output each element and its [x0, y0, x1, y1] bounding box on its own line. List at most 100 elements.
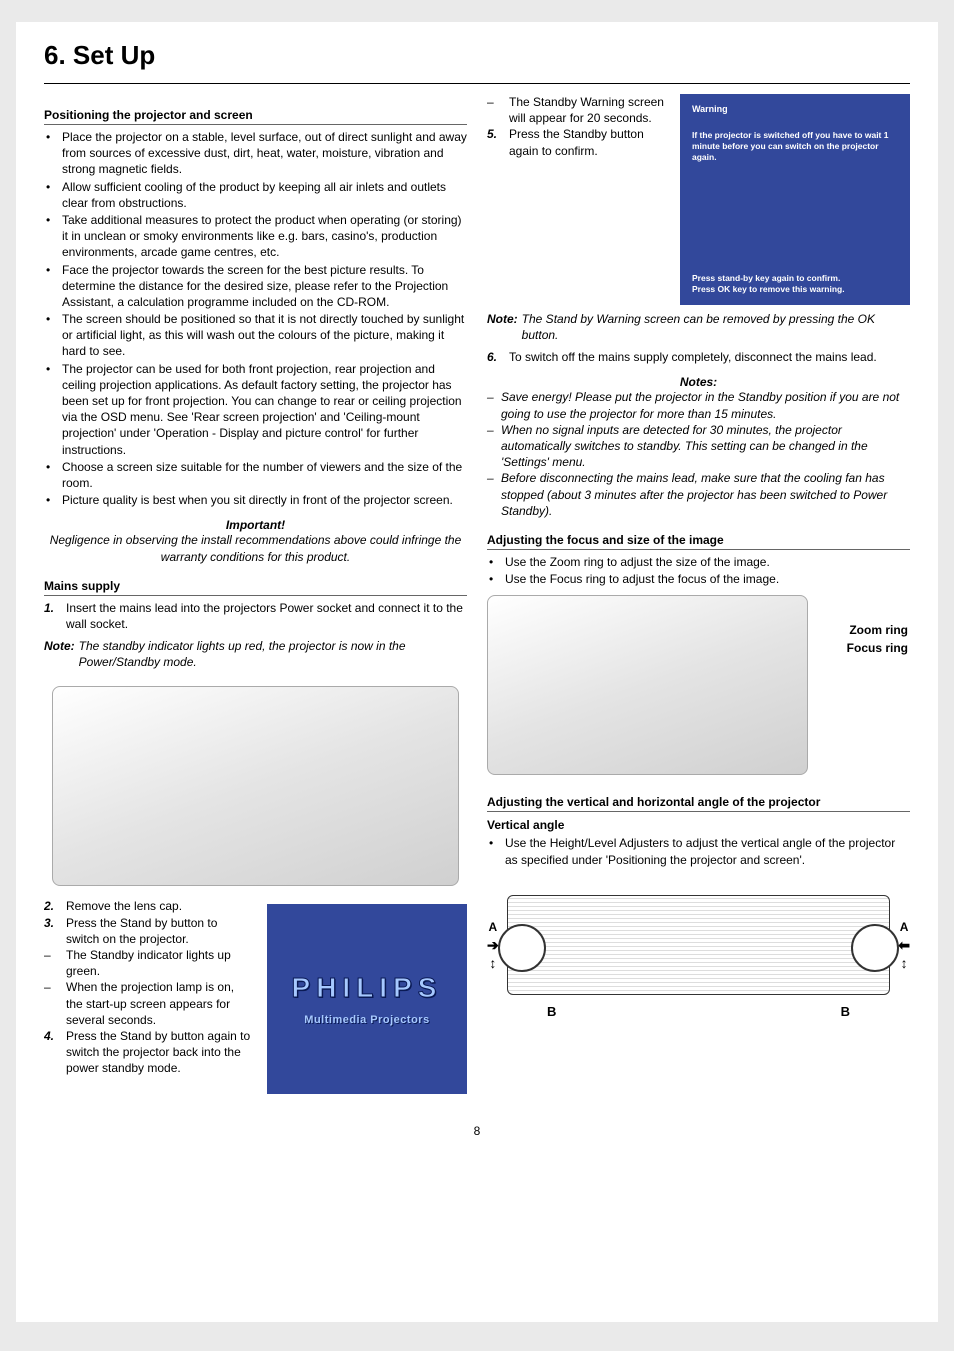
list-item: Use the Zoom ring to adjust the size of … — [487, 554, 910, 570]
notes-heading: Notes: — [487, 375, 910, 389]
mains-heading: Mains supply — [44, 579, 467, 596]
philips-subtitle: Multimedia Projectors — [304, 1014, 429, 1026]
philips-splash: PHILIPS Multimedia Projectors — [267, 904, 467, 1094]
step-text: Press the Stand by button to switch on t… — [66, 915, 254, 947]
step-5: 5.Press the Standby button again to conf… — [487, 126, 672, 158]
projector-rings-figure: Zoom ring Focus ring — [487, 595, 910, 775]
step-num: 3. — [44, 915, 66, 931]
right-column: –The Standby Warning screen will appear … — [487, 94, 910, 1094]
arrow-updown-icon: ↕ — [901, 956, 908, 970]
notes-list: –Save energy! Please put the projector i… — [487, 389, 910, 519]
focus-ring-label: Focus ring — [847, 641, 908, 655]
arrow-updown-icon: ↕ — [489, 956, 496, 970]
adjust-focus-heading: Adjusting the focus and size of the imag… — [487, 533, 910, 550]
note-1: Note: The standby indicator lights up re… — [44, 638, 467, 670]
list-text: Allow sufficient cooling of the product … — [62, 179, 467, 211]
note-label: Note: — [44, 638, 75, 670]
list-text: Before disconnecting the mains lead, mak… — [501, 470, 910, 519]
step-num: 4. — [44, 1028, 66, 1044]
sub-text: The Standby indicator lights up green. — [66, 947, 254, 979]
list-text: Save energy! Please put the projector in… — [501, 389, 910, 421]
dash: – — [44, 979, 66, 995]
page: 6. Set Up Positioning the projector and … — [16, 22, 938, 1322]
note-text: The standby indicator lights up red, the… — [79, 638, 467, 670]
note-text: The Stand by Warning screen can be remov… — [522, 311, 910, 343]
sub-item: –The Standby indicator lights up green. — [44, 947, 254, 979]
step-text: Press the Stand by button again to switc… — [66, 1028, 254, 1077]
label-b: B — [841, 1004, 850, 1019]
dash: – — [44, 947, 66, 963]
vertical-angle-list: Use the Height/Level Adjusters to adjust… — [487, 835, 910, 867]
list-text: Use the Focus ring to adjust the focus o… — [505, 571, 779, 587]
step-3: 3.Press the Stand by button to switch on… — [44, 915, 254, 947]
angle-left-labels: A ➔ ↕ — [487, 920, 499, 970]
list-text: Face the projector towards the screen fo… — [62, 262, 467, 311]
columns: Positioning the projector and screen Pla… — [16, 94, 938, 1094]
step-text: To switch off the mains supply completel… — [509, 349, 877, 365]
step-6: 6. To switch off the mains supply comple… — [487, 349, 910, 365]
step-num: 2. — [44, 898, 66, 914]
step-text: Insert the mains lead into the projector… — [66, 600, 467, 632]
warning-foot2: Press OK key to remove this warning. — [692, 284, 898, 295]
list-item: –When no signal inputs are detected for … — [487, 422, 910, 471]
page-number: 8 — [16, 1124, 938, 1138]
warning-body: If the projector is switched off you hav… — [692, 130, 898, 163]
list-item: Face the projector towards the screen fo… — [44, 262, 467, 311]
note-label: Note: — [487, 311, 518, 343]
dash: – — [487, 94, 509, 110]
label-a: A — [900, 920, 909, 934]
label-a: A — [489, 920, 498, 934]
list-item: Allow sufficient cooling of the product … — [44, 179, 467, 211]
page-title: 6. Set Up — [44, 40, 938, 71]
step-num: 5. — [487, 126, 509, 142]
list-item: Picture quality is best when you sit dir… — [44, 492, 467, 508]
list-item: Choose a screen size suitable for the nu… — [44, 459, 467, 491]
left-column: Positioning the projector and screen Pla… — [44, 94, 467, 1094]
step-num: 6. — [487, 349, 509, 365]
title-divider — [44, 83, 910, 84]
step-num: 1. — [44, 600, 66, 616]
list-item: Use the Focus ring to adjust the focus o… — [487, 571, 910, 587]
zoom-ring-label: Zoom ring — [849, 623, 908, 637]
adjust-focus-list: Use the Zoom ring to adjust the size of … — [487, 554, 910, 587]
list-text: Use the Height/Level Adjusters to adjust… — [505, 835, 910, 867]
left-lower-text: 2.Remove the lens cap. 3.Press the Stand… — [44, 898, 254, 1076]
angle-diagram: A ➔ ↕ A ⬅ ↕ — [487, 880, 910, 1010]
arrow-right-icon: ➔ — [487, 938, 499, 952]
sub-item: –When the projection lamp is on, the sta… — [44, 979, 254, 1028]
list-item: –Save energy! Please put the projector i… — [487, 389, 910, 421]
important-text: Negligence in observing the install reco… — [44, 532, 467, 564]
list-item: Use the Height/Level Adjusters to adjust… — [487, 835, 910, 867]
note-2: Note: The Stand by Warning screen can be… — [487, 311, 910, 343]
arrow-left-icon: ⬅ — [898, 938, 910, 952]
important-label: Important! — [44, 518, 467, 532]
b-label-row: B B — [487, 1004, 910, 1019]
sub-text: The Standby Warning screen will appear f… — [509, 94, 672, 126]
list-item: –Before disconnecting the mains lead, ma… — [487, 470, 910, 519]
projector-front-view — [507, 895, 891, 995]
list-text: The projector can be used for both front… — [62, 361, 467, 458]
list-text: Take additional measures to protect the … — [62, 212, 467, 261]
step-text: Press the Standby button again to confir… — [509, 126, 672, 158]
list-text: Place the projector on a stable, level s… — [62, 129, 467, 178]
list-item: The projector can be used for both front… — [44, 361, 467, 458]
sub-text: When the projection lamp is on, the star… — [66, 979, 254, 1028]
step-4: 4.Press the Stand by button again to swi… — [44, 1028, 254, 1077]
label-b: B — [547, 1004, 556, 1019]
list-text: When no signal inputs are detected for 3… — [501, 422, 910, 471]
vertical-angle-heading: Vertical angle — [487, 818, 910, 832]
list-text: Choose a screen size suitable for the nu… — [62, 459, 467, 491]
sub-item: –The Standby Warning screen will appear … — [487, 94, 672, 126]
warning-foot1: Press stand-by key again to confirm. — [692, 273, 898, 284]
list-text: Picture quality is best when you sit dir… — [62, 492, 453, 508]
angle-right-labels: A ⬅ ↕ — [898, 920, 910, 970]
list-text: Use the Zoom ring to adjust the size of … — [505, 554, 770, 570]
step-text: Remove the lens cap. — [66, 898, 182, 914]
right-top-text: –The Standby Warning screen will appear … — [487, 94, 672, 159]
step-1: 1. Insert the mains lead into the projec… — [44, 600, 467, 632]
list-item: The screen should be positioned so that … — [44, 311, 467, 360]
positioning-heading: Positioning the projector and screen — [44, 108, 467, 125]
warning-title: Warning — [692, 104, 898, 116]
adjust-angle-heading: Adjusting the vertical and horizontal an… — [487, 795, 910, 812]
philips-logo-text: PHILIPS — [292, 972, 443, 1004]
